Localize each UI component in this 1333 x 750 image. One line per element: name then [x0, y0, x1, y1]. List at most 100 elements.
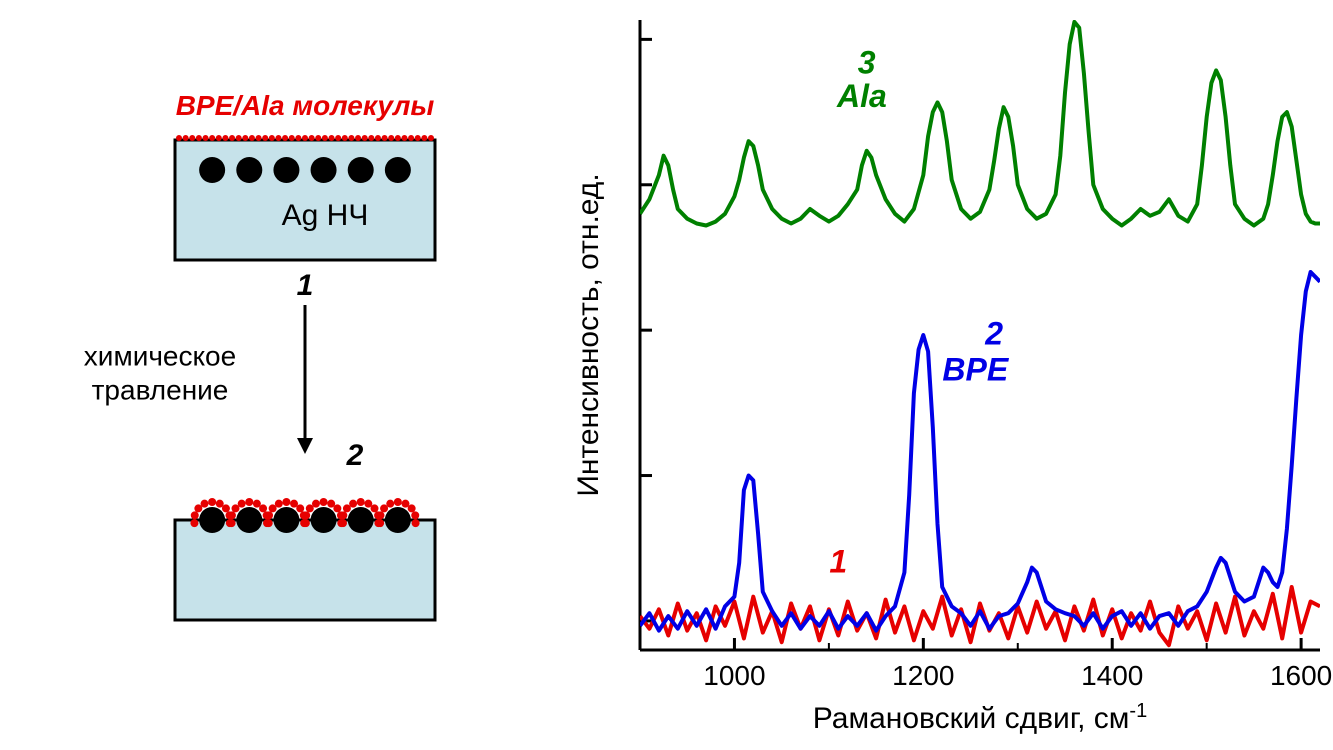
molecule-dot	[362, 135, 368, 141]
molecule-dot	[315, 135, 321, 141]
molecule-dot	[216, 135, 222, 141]
ag-nanoparticle-exposed	[273, 507, 299, 533]
ag-nanoparticle	[273, 157, 299, 183]
molecule-dot	[282, 498, 290, 506]
molecule-dot	[412, 519, 420, 527]
molecule-dot	[275, 135, 281, 141]
molecule-dot	[302, 519, 310, 527]
molecule-dot	[245, 498, 253, 506]
molecule-dot	[329, 135, 335, 141]
molecule-dot	[183, 135, 189, 141]
x-axis-label: Рамановский сдвиг, см-1	[813, 700, 1147, 735]
chart-panel: 1000 1200 1400 1600 Рамановский сдвиг, см-1 И…	[560, 0, 1333, 750]
molecule-dot	[256, 135, 262, 141]
molecule-dot	[253, 500, 261, 508]
molecule-dot	[401, 135, 407, 141]
molecule-dot	[269, 135, 275, 141]
schematic-panel: BPE/Ala молекулыAg НЧ1химическоетравлени…	[0, 0, 560, 750]
ag-nanoparticle	[236, 157, 262, 183]
molecule-dot	[327, 500, 335, 508]
molecule-dot	[302, 135, 308, 141]
x-tick-label: 1200	[892, 660, 954, 691]
molecule-dot	[408, 135, 414, 141]
molecule-dot	[249, 135, 255, 141]
x-tick-label: 1600	[1270, 660, 1332, 691]
molecule-dot	[428, 135, 434, 141]
molecule-dot	[236, 135, 242, 141]
molecule-dot	[335, 135, 341, 141]
ag-nanoparticle-exposed	[199, 507, 225, 533]
molecule-dot	[306, 504, 314, 512]
molecule-dot	[364, 500, 372, 508]
molecule-dot	[376, 519, 384, 527]
molecule-dot	[342, 135, 348, 141]
molecule-dot	[339, 511, 347, 519]
chart-annotation: 1	[829, 543, 847, 579]
molecule-dot	[189, 135, 195, 141]
ag-nanoparticle-exposed	[311, 507, 337, 533]
ag-nanoparticle-exposed	[348, 507, 374, 533]
molecule-dot	[242, 135, 248, 141]
molecule-dot	[262, 135, 268, 141]
molecule-dot	[415, 135, 421, 141]
molecule-dot	[265, 519, 273, 527]
molecule-dot	[196, 135, 202, 141]
molecule-dot	[411, 511, 419, 519]
y-axis-label: Интенсивность, отн.ед.	[572, 173, 605, 496]
schematic-title: BPE/Ala молекулы	[176, 90, 435, 121]
molecule-dot	[209, 135, 215, 141]
molecule-dot	[388, 135, 394, 141]
chart-annotation: BPE	[942, 352, 1009, 388]
molecule-dot	[208, 498, 216, 506]
molecule-dot	[421, 135, 427, 141]
molecule-dot	[355, 135, 361, 141]
state1-label: 1	[297, 269, 314, 302]
molecule-dot	[216, 500, 224, 508]
molecule-dot	[376, 511, 384, 519]
chart-svg: 1000 1200 1400 1600 Рамановский сдвиг, см-1 И…	[560, 0, 1333, 750]
chart-annotation: Ala	[836, 78, 887, 114]
x-tick-label: 1400	[1081, 660, 1143, 691]
spectrum-spec2	[640, 272, 1320, 631]
molecule-dot	[228, 511, 236, 519]
molecule-dot	[395, 135, 401, 141]
molecule-dot	[357, 498, 365, 506]
state2-label: 2	[346, 439, 364, 472]
molecule-dot	[309, 135, 315, 141]
molecule-dot	[339, 519, 347, 527]
process-arrow-head	[297, 438, 313, 454]
spectrum-spec3	[640, 22, 1320, 226]
ag-nanoparticle	[311, 157, 337, 183]
molecule-dot	[265, 511, 273, 519]
molecule-dot	[375, 135, 381, 141]
molecule-dot	[343, 504, 351, 512]
molecule-dot	[295, 135, 301, 141]
molecule-dot	[203, 135, 209, 141]
chart-annotation: 3	[858, 44, 876, 80]
molecule-dot	[401, 500, 409, 508]
molecule-dot	[290, 500, 298, 508]
molecule-dot	[320, 498, 328, 506]
chart-annotation: 2	[984, 316, 1003, 352]
molecule-dot	[222, 135, 228, 141]
molecule-dot	[322, 135, 328, 141]
bottom-substrate	[175, 520, 435, 620]
molecule-dot	[380, 504, 388, 512]
molecule-dot	[190, 519, 198, 527]
ag-nanoparticle-exposed	[236, 507, 262, 533]
process-label-line2: травление	[92, 375, 229, 406]
ag-nanoparticle	[199, 157, 225, 183]
ag-nanoparticle	[348, 157, 374, 183]
molecule-dot	[282, 135, 288, 141]
molecule-dot	[194, 504, 202, 512]
molecule-dot	[302, 511, 310, 519]
process-label-line1: химическое	[84, 341, 236, 372]
molecule-dot	[382, 135, 388, 141]
molecule-dot	[228, 519, 236, 527]
x-tick-label: 1000	[703, 660, 765, 691]
molecule-dot	[191, 511, 199, 519]
figure-root: BPE/Ala молекулыAg НЧ1химическоетравлени…	[0, 0, 1333, 750]
molecule-dot	[176, 135, 182, 141]
spectrum-spec1	[640, 587, 1320, 645]
molecule-dot	[394, 498, 402, 506]
